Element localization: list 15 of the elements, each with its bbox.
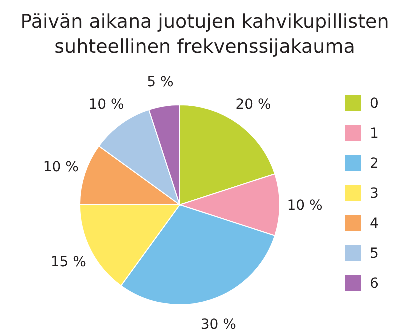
- data-label: 10 %: [287, 198, 323, 214]
- legend-label: 5: [370, 246, 379, 262]
- data-label: 5 %: [147, 74, 174, 90]
- data-label: 15 %: [50, 254, 86, 271]
- legend-label: 6: [370, 276, 379, 292]
- data-label: 10 %: [88, 96, 124, 113]
- data-label: 30 %: [200, 316, 236, 333]
- data-label: 10 %: [43, 159, 79, 176]
- chart-title: Päivän aikana juotujen kahvikupillisten suhteellinen frekvenssijakauma: [20, 11, 390, 58]
- data-label: 20 %: [236, 96, 272, 113]
- legend-label: 4: [370, 216, 379, 232]
- legend-label: 3: [370, 186, 379, 202]
- legend-label: 2: [370, 156, 379, 172]
- legend-label: 1: [370, 126, 379, 142]
- legend-label: 0: [370, 96, 379, 112]
